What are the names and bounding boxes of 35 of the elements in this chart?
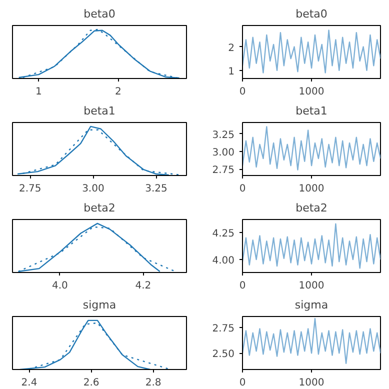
x-tick-label: 3.00 [82, 184, 104, 194]
x-tick-label: 0 [239, 280, 246, 292]
x-tick-label: 1000 [298, 86, 324, 98]
chart-title: sigma [294, 298, 328, 312]
chart-title: sigma [82, 298, 116, 312]
chart-title: beta1 [84, 104, 116, 118]
y-tick-label: 4.25 [212, 228, 234, 240]
chart-title: beta2 [296, 202, 328, 214]
x-tick-label: 0 [239, 86, 246, 98]
y-tick-label: 2.50 [212, 349, 234, 360]
x-tick-label: 2.75 [19, 184, 42, 194]
chart-title: beta2 [84, 202, 116, 214]
x-tick-label: 2.4 [21, 378, 38, 388]
x-tick-label: 1 [36, 86, 42, 98]
x-tick-label: 0 [239, 184, 246, 194]
x-tick-label: 2.6 [83, 378, 100, 388]
chart-title: beta1 [296, 104, 328, 118]
x-tick-label: 1000 [298, 184, 324, 194]
x-tick-label: 0 [239, 378, 246, 388]
y-tick-label: 3.00 [212, 147, 234, 158]
chart-title: beta0 [84, 8, 116, 20]
x-tick-label: 2 [114, 86, 122, 98]
x-tick-label: 4.2 [135, 280, 152, 292]
x-tick-label: 1000 [298, 280, 324, 292]
y-tick-label: 3.25 [212, 130, 234, 141]
y-tick-label: 1 [228, 66, 235, 78]
y-tick-label: 2.75 [212, 324, 234, 335]
x-tick-label: 1000 [298, 378, 324, 388]
y-tick-label: 2 [228, 42, 235, 54]
y-tick-label: 2.75 [212, 165, 234, 176]
x-tick-label: 3.25 [145, 184, 168, 194]
chart-title: beta0 [296, 8, 328, 20]
y-tick-label: 4.00 [212, 256, 234, 267]
x-tick-label: 2.8 [145, 378, 162, 388]
x-tick-label: 4.0 [52, 280, 68, 292]
